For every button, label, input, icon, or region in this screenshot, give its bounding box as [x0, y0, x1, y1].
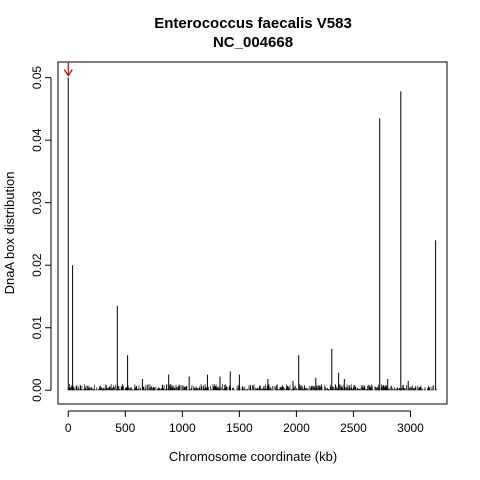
- y-tick-label: 0.02: [30, 253, 44, 277]
- x-tick-label: 3000: [397, 421, 424, 435]
- x-axis: 0 500 1000 1500 2000 2500 3000: [65, 410, 424, 435]
- y-tick-label: 0.01: [30, 316, 44, 340]
- x-tick-label: 500: [115, 421, 135, 435]
- baseline-distribution: [67, 384, 437, 391]
- marker-layer: [63, 61, 73, 77]
- y-axis: 0.00 0.01 0.02 0.03 0.04 0.05: [30, 66, 52, 402]
- x-axis-label: Chromosome coordinate (kb): [169, 449, 337, 464]
- y-tick-label: 0.05: [30, 66, 44, 90]
- chart-subtitle: NC_004668: [213, 34, 293, 51]
- y-tick-label: 0.03: [30, 191, 44, 215]
- y-tick-label: 0.04: [30, 128, 44, 152]
- origin-arrow-icon: [63, 61, 73, 77]
- x-tick-label: 2000: [283, 421, 310, 435]
- data-layer: [67, 77, 437, 391]
- x-tick-label: 2500: [340, 421, 367, 435]
- chart-title: Enterococcus faecalis V583: [154, 15, 352, 32]
- x-tick-label: 1500: [226, 421, 253, 435]
- plot-frame: [57, 61, 448, 405]
- y-tick-label: 0.00: [30, 378, 44, 402]
- x-tick-label: 0: [65, 421, 72, 435]
- y-axis-label: DnaA box distribution: [2, 172, 17, 295]
- arrow-head: [63, 69, 73, 77]
- x-tick-label: 1000: [169, 421, 196, 435]
